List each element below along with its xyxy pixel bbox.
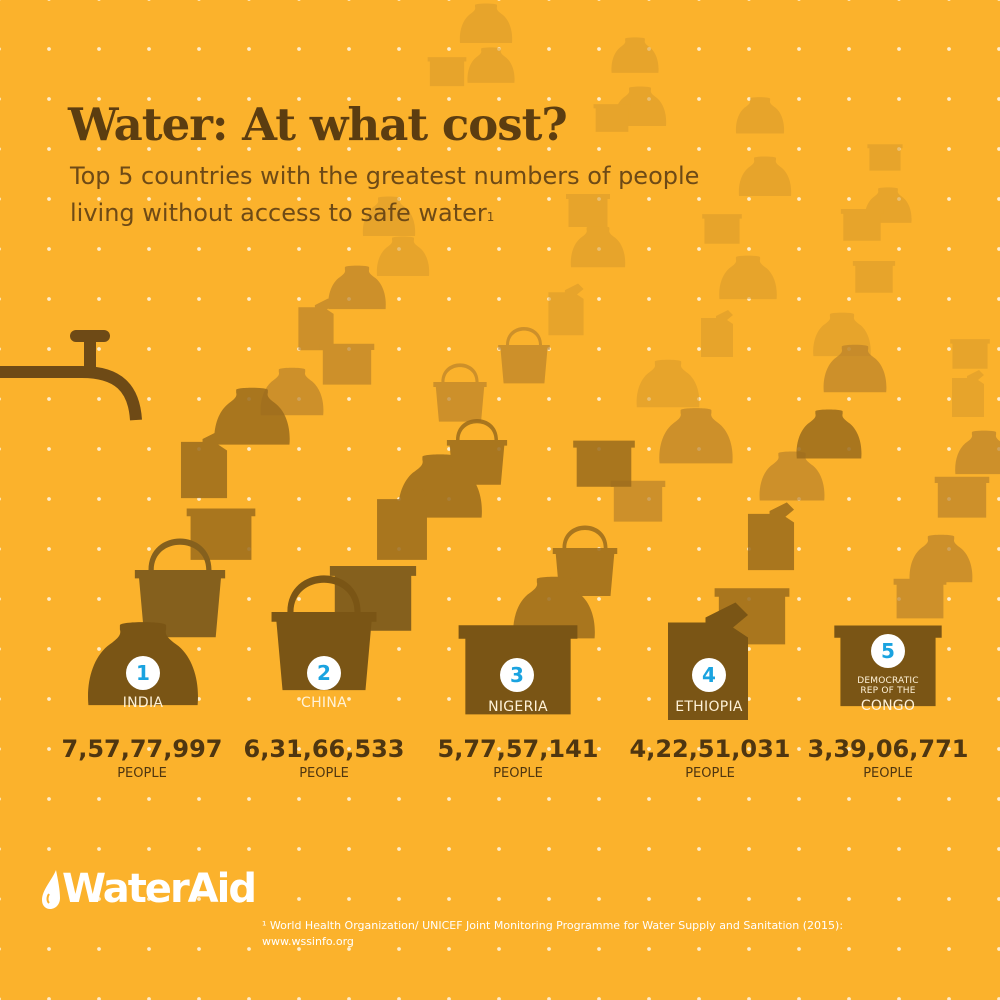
count-china: 6,31,66,533 [243, 735, 405, 763]
count-drc: 3,39,06,771 [807, 735, 969, 763]
logo-text: WaterAid [62, 866, 257, 912]
unit-india: PEOPLE [117, 766, 167, 781]
rank-badge-2: 2 [307, 656, 341, 690]
country-name-india: INDIA [122, 695, 164, 711]
rank-badge-5: 5 [871, 634, 905, 668]
unit-china: PEOPLE [299, 766, 349, 781]
wateraid-logo: WaterAid [40, 866, 257, 912]
water-drop-icon [42, 870, 60, 909]
footnote: ¹ World Health Organization/ UNICEF Join… [262, 919, 844, 948]
unit-ethiopia: PEOPLE [685, 766, 735, 781]
count-nigeria: 5,77,57,141 [437, 735, 599, 763]
unit-drc: PEOPLE [863, 766, 913, 781]
count-india: 7,57,77,997 [61, 735, 223, 763]
source-link: www.wssinfo.org [262, 935, 354, 948]
tap-icon [0, 330, 142, 421]
country-name-drc: DEMOCRATIC REP OF THE CONGO [857, 676, 919, 714]
count-ethiopia: 4,22,51,031 [629, 735, 791, 763]
unit-nigeria: PEOPLE [493, 766, 543, 781]
footnote-mark: 1 [486, 210, 495, 224]
country-name-ethiopia: ETHIOPIA [675, 699, 743, 715]
country-name-nigeria: NIGERIA [488, 699, 548, 715]
page-title: Water: At what cost? [68, 98, 568, 151]
rank-badge-1: 1 [126, 656, 160, 690]
country-name-china: CHINA [301, 695, 347, 711]
page-subtitle: Top 5 countries with the greatest number… [70, 162, 700, 227]
rank-badge-3: 3 [500, 658, 534, 692]
rank-badge-4: 4 [692, 658, 726, 692]
